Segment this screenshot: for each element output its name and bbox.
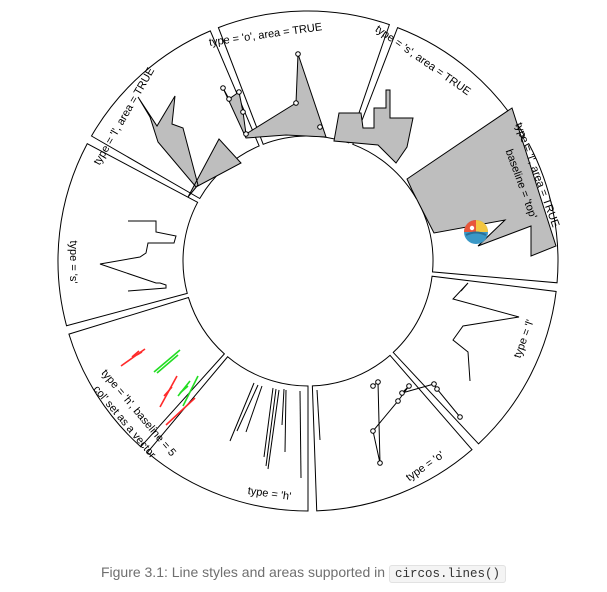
area-polygon-3 (333, 89, 414, 164)
h-color-stick-11 (159, 375, 178, 408)
h-stick-4 (263, 387, 274, 458)
point-6-5 (395, 398, 401, 404)
sector-plots (99, 51, 557, 479)
h-stick-10 (316, 389, 321, 441)
h-stick-6 (267, 389, 280, 470)
point-6-1 (370, 383, 376, 389)
sector-band-9 (57, 142, 199, 327)
point-6-8 (431, 381, 437, 387)
h-stick-3 (245, 385, 263, 433)
sector-band-7 (146, 356, 309, 512)
sector-band-6 (311, 354, 473, 512)
ball-logo (464, 220, 488, 244)
area-point-2-3 (236, 89, 242, 95)
h-color-stick-9 (165, 397, 196, 426)
circos-ring (57, 10, 559, 512)
point-6-2 (375, 379, 381, 385)
area-point-2-1 (220, 85, 226, 91)
circos-figure: type = 'l', area = TRUE type = 'o', area… (57, 10, 561, 512)
point-6-10 (457, 414, 463, 420)
area-point-2-2 (226, 96, 232, 102)
point-6-4 (370, 428, 376, 434)
h-stick-2 (236, 384, 259, 432)
sector-band-8 (68, 296, 226, 448)
caption-code: circos.lines() (389, 565, 507, 583)
line-5 (452, 282, 520, 382)
h-stick-8 (284, 389, 287, 453)
h-stick-9 (299, 390, 302, 479)
h-stick-5 (265, 388, 277, 467)
h-color-stick-4 (153, 349, 181, 373)
sector-band-5 (392, 275, 557, 445)
area-point-2-4 (240, 109, 246, 115)
area-point-2-6 (293, 100, 299, 106)
area-point-2-8 (317, 124, 323, 130)
h-color-stick-6 (182, 375, 199, 407)
point-6-3 (377, 460, 383, 466)
point-6-6 (406, 383, 412, 389)
area-polygon-1 (137, 95, 242, 198)
figure-caption: Figure 3.1: Line styles and areas suppor… (0, 564, 607, 583)
area-point-2-5 (243, 131, 249, 137)
area-point-2-7 (295, 51, 301, 57)
h-color-stick-3 (136, 351, 143, 356)
point-6-7 (399, 390, 405, 396)
point-6-9 (434, 386, 440, 392)
sector-label-9: type = 's' (67, 240, 79, 283)
h-stick-1 (229, 382, 255, 442)
h-stick-7 (281, 388, 285, 426)
h-color-stick-8 (179, 385, 189, 394)
h-color-stick-5 (156, 354, 179, 374)
step-line-9 (99, 220, 177, 292)
caption-text: Figure 3.1: Line styles and areas suppor… (100, 564, 386, 580)
h-color-stick-2 (131, 350, 140, 358)
area-polygon-4 (406, 107, 557, 257)
